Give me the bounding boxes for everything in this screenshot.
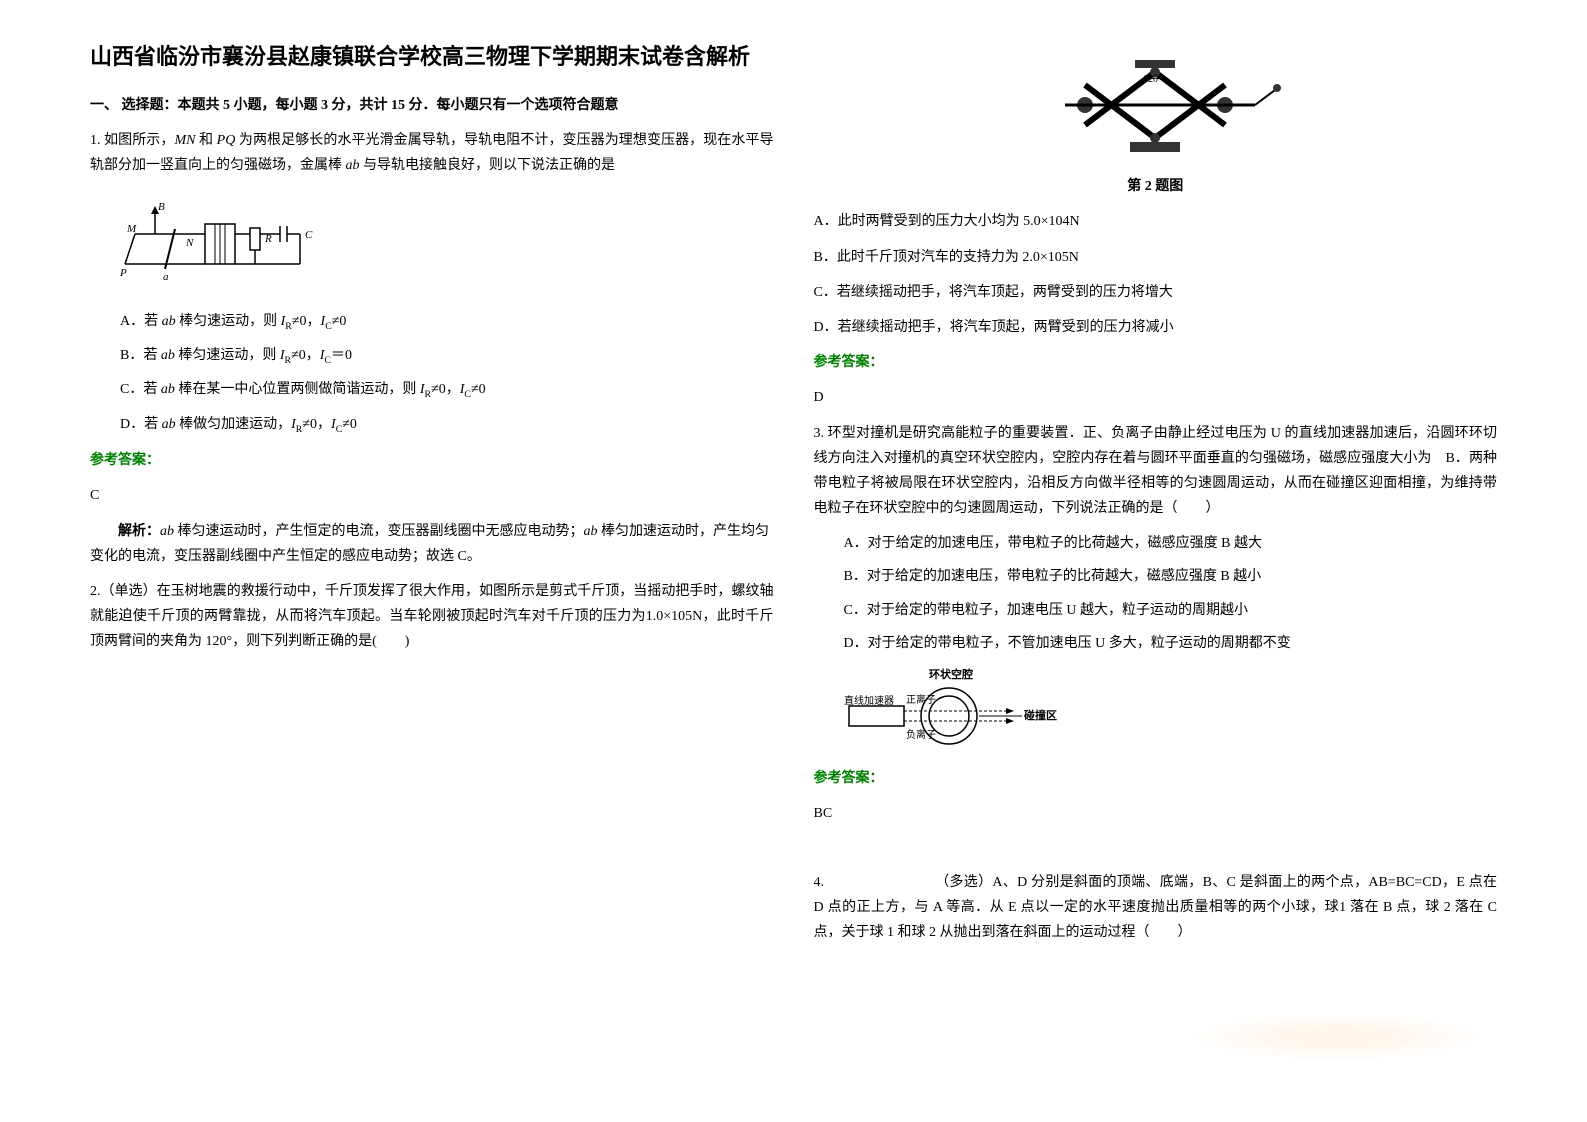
q3-optA: A．对于给定的加速电压，带电粒子的比荷越大，磁感应强度 B 越大	[844, 531, 1498, 556]
q1-mn: MN	[174, 133, 195, 148]
q1-stem-text: 1. 如图所示，	[90, 133, 174, 148]
label-N: N	[185, 237, 194, 249]
q2-answer: D	[814, 385, 1498, 410]
label-M: M	[126, 223, 137, 235]
q1-answer: C	[90, 483, 774, 508]
collider-svg: 环状空腔 直线加速器 正离子 负离子 碰撞区	[844, 666, 1084, 756]
collision-label: 碰撞区	[1024, 708, 1057, 722]
q3-optD: D．对于给定的带电粒子，不管加速电压 U 多大，粒子运动的周期都不变	[844, 631, 1498, 656]
q2-answer-label: 参考答案：	[814, 350, 1498, 375]
q1-optD: D．若 ab 棒做匀加速运动，IR≠0，IC≠0	[120, 412, 774, 438]
angle-label: 120°	[1143, 74, 1162, 85]
q1-optC: C．若 ab 棒在某一中心位置两侧做简谐运动，则 IR≠0，IC≠0	[120, 377, 774, 403]
section-header: 一、 选择题：本题共 5 小题，每小题 3 分，共计 15 分．每小题只有一个选…	[90, 93, 774, 118]
label-P: P	[120, 267, 127, 279]
q2-optD: D．若继续摇动把手，将汽车顶起，两臂受到的压力将减小	[814, 315, 1498, 340]
right-column: 120° 第 2 题图 A．此时两臂受到的压力大小均为 5.0×104N B．此…	[794, 40, 1518, 1082]
collider-diagram: 环状空腔 直线加速器 正离子 负离子 碰撞区	[844, 666, 1084, 756]
q3-answer-label: 参考答案：	[814, 766, 1498, 791]
jack-svg: 120°	[1025, 50, 1285, 160]
ring-label: 环状空腔	[929, 667, 973, 681]
label-a: a	[163, 271, 169, 283]
jack-figure: 120° 第 2 题图	[814, 50, 1498, 199]
q3-answer: BC	[814, 801, 1498, 826]
q3-optC: C．对于给定的带电粒子，加速电压 U 越大，粒子运动的周期越小	[844, 598, 1498, 623]
watermark	[1187, 1012, 1487, 1062]
q2-stem: 2.（单选）在玉树地震的救援行动中，千斤顶发挥了很大作用，如图所示是剪式千斤顶，…	[90, 579, 774, 655]
circuit-svg: M P B a N R C	[120, 194, 320, 294]
jack-caption: 第 2 题图	[814, 174, 1498, 199]
pos-label: 正离子	[906, 693, 936, 706]
q3-stem: 3. 环型对撞机是研究高能粒子的重要装置．正、负离子由静止经过电压为 U 的直线…	[814, 421, 1498, 522]
label-B: B	[158, 201, 165, 213]
accel-label: 直线加速器	[844, 694, 894, 707]
q1-explanation: 解析：ab 棒匀速运动时，产生恒定的电流，变压器副线圈中无感应电动势；ab 棒匀…	[90, 519, 774, 569]
label-C: C	[305, 229, 313, 241]
q1-pq: PQ	[217, 133, 236, 148]
q2-optA: A．此时两臂受到的压力大小均为 5.0×104N	[814, 209, 1498, 234]
circuit-diagram: M P B a N R C	[120, 194, 320, 294]
left-column: 山西省临汾市襄汾县赵康镇联合学校高三物理下学期期末试卷含解析 一、 选择题：本题…	[70, 40, 794, 1082]
q1-stem: 1. 如图所示，MN 和 PQ 为两根足够长的水平光滑金属导轨，导轨电阻不计，变…	[90, 128, 774, 178]
q2-optB: B．此时千斤顶对汽车的支持力为 2.0×105N	[814, 245, 1498, 270]
neg-label: 负离子	[906, 728, 936, 741]
q1-ab: ab	[346, 158, 360, 173]
exam-title: 山西省临汾市襄汾县赵康镇联合学校高三物理下学期期末试卷含解析	[90, 40, 774, 73]
q1-optB: B．若 ab 棒匀速运动，则 IR≠0，IC＝0	[120, 343, 774, 369]
q1-optA: A．若 ab 棒匀速运动，则 IR≠0，IC≠0	[120, 309, 774, 335]
q2-optC: C．若继续摇动把手，将汽车顶起，两臂受到的压力将增大	[814, 280, 1498, 305]
q4-stem: 4. （多选）A、D 分别是斜面的顶端、底端，B、C 是斜面上的两个点，AB=B…	[814, 870, 1498, 946]
q1-answer-label: 参考答案：	[90, 448, 774, 473]
q3-optB: B．对于给定的加速电压，带电粒子的比荷越大，磁感应强度 B 越小	[844, 564, 1498, 589]
label-R: R	[264, 233, 272, 245]
